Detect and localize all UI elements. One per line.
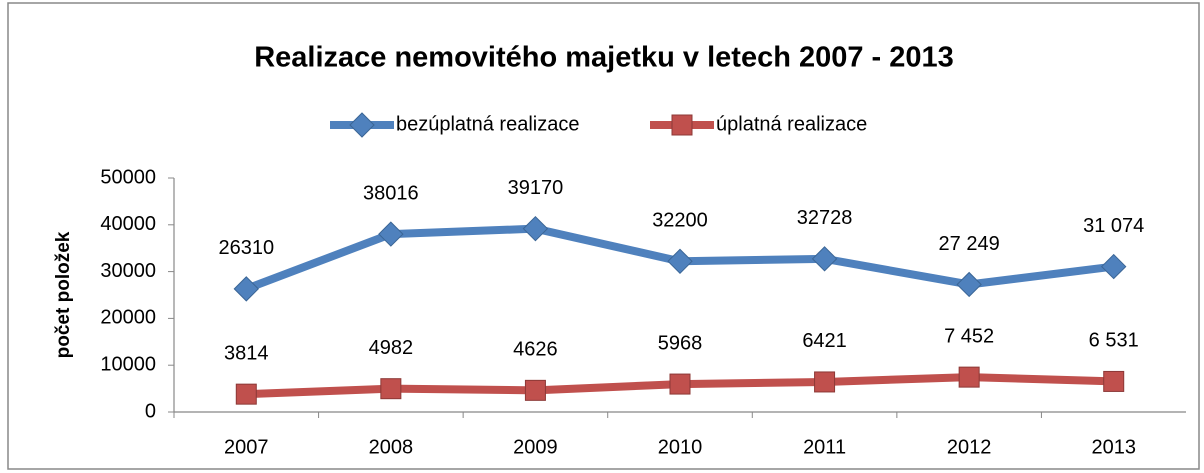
data-label: 6421: [802, 330, 847, 352]
data-point: [380, 378, 402, 400]
data-label: 4626: [513, 339, 558, 361]
data-label: 6 531: [1089, 330, 1139, 352]
data-label: 4982: [369, 337, 414, 359]
data-point: [1103, 370, 1125, 392]
data-label: 32728: [797, 207, 853, 229]
y-axis-label: počet položek: [53, 231, 74, 358]
x-tick-label: 2010: [658, 436, 703, 458]
data-point: [233, 276, 259, 302]
x-tick-label: 2011: [803, 436, 846, 458]
data-point: [524, 379, 546, 401]
legend-label: úplatná realizace: [716, 113, 867, 135]
x-tick-label: 2013: [1091, 436, 1136, 458]
data-label: 39170: [508, 177, 564, 199]
data-point: [958, 366, 980, 388]
data-point: [522, 215, 549, 242]
legend-marker: [671, 114, 693, 136]
data-label: 3814: [224, 342, 269, 364]
y-tick-label: 50000: [100, 166, 156, 188]
data-label: 7 452: [944, 325, 994, 347]
x-tick-label: 2009: [513, 436, 558, 458]
data-point: [378, 221, 404, 247]
x-tick-label: 2007: [224, 436, 269, 458]
data-label: 38016: [363, 182, 419, 204]
data-point: [1101, 253, 1127, 280]
data-point: [956, 271, 982, 298]
data-point: [667, 248, 693, 275]
data-point: [814, 371, 836, 393]
data-label: 27 249: [939, 233, 1000, 255]
legend-label: bezúplatná realizace: [396, 113, 579, 135]
x-tick-label: 2012: [947, 436, 992, 458]
y-tick-label: 30000: [100, 260, 156, 282]
y-tick-label: 40000: [100, 213, 156, 235]
data-label: 31 074: [1083, 215, 1144, 237]
legend-marker: [349, 112, 375, 138]
data-label: 32200: [652, 210, 708, 232]
y-tick-label: 20000: [100, 307, 156, 329]
data-label: 5968: [658, 332, 703, 354]
x-tick-label: 2008: [369, 436, 414, 458]
data-point: [811, 246, 838, 272]
data-point: [669, 373, 691, 395]
data-label: 26310: [218, 237, 274, 259]
chart-title: Realizace nemovitého majetku v letech 20…: [254, 42, 954, 74]
data-point: [235, 383, 257, 405]
y-tick-label: 10000: [100, 353, 156, 375]
y-tick-label: 0: [145, 400, 156, 422]
